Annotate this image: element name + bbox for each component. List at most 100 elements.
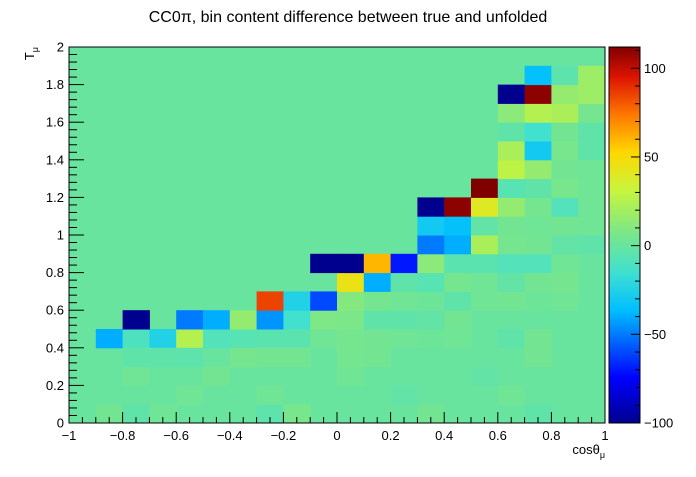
heatmap-cell [176, 385, 204, 405]
heatmap-cell [551, 235, 579, 255]
heatmap-cell [497, 197, 526, 217]
heatmap-cell [578, 216, 606, 236]
heatmap-cell [310, 291, 338, 311]
heatmap-cell [176, 329, 204, 349]
y-axis: 0 0.2 0.4 0.6 0.8 1 1.2 1.4 1.6 1.8 2 [46, 40, 84, 431]
heatmap-cell [551, 272, 579, 292]
heatmap-cell [444, 197, 472, 217]
heatmap-cell [497, 216, 526, 236]
y-tick-label: 0.6 [46, 303, 64, 318]
heatmap-cell [444, 272, 472, 292]
heatmap-cell [363, 291, 392, 311]
heatmap-cell [471, 291, 499, 311]
y-tick-label: 0 [57, 416, 64, 431]
y-tick-label: 0.4 [46, 340, 64, 355]
heatmap-cell [229, 329, 258, 349]
heatmap-cell [283, 310, 311, 330]
y-tick-label: 2 [57, 40, 64, 55]
heatmap-cell [122, 366, 150, 386]
heatmap-cell [363, 310, 392, 330]
heatmap-cell [524, 103, 552, 123]
y-axis-label: Tμ [22, 47, 40, 60]
heatmap-cell [337, 347, 365, 368]
y-tick-label: 1.2 [46, 190, 64, 205]
heatmap-cell [578, 103, 606, 123]
heatmap-cell [551, 84, 579, 104]
heatmap-cell [444, 253, 472, 274]
heatmap-cell [497, 178, 526, 198]
heatmap-cell [497, 159, 526, 180]
x-tick-label: −0.4 [217, 428, 243, 443]
heatmap-cell [310, 253, 338, 274]
heatmap-cell [444, 216, 472, 236]
heatmap-cell [524, 178, 552, 198]
heatmap-cell [524, 159, 552, 180]
heatmap-cell [471, 178, 499, 198]
heatmap-cell [256, 404, 284, 424]
colorbar-tick-label: 0 [644, 238, 651, 253]
colorbar-tick-label: 50 [644, 149, 658, 164]
heatmap-cell [578, 159, 606, 180]
heatmap-cell [176, 310, 204, 330]
heatmap-cell [524, 197, 552, 217]
heatmap-cell [337, 272, 365, 292]
heatmap-cell [337, 291, 365, 311]
heatmap-cell [551, 103, 579, 123]
heatmap-cell [203, 366, 231, 386]
heatmap-cell [578, 122, 606, 142]
heatmap-cell [497, 253, 526, 274]
colorbar-tick-label: −100 [644, 416, 673, 431]
heatmap-cell [497, 329, 526, 349]
heatmap-cell [551, 178, 579, 198]
y-tick-label: 0.2 [46, 378, 64, 393]
heatmap-cell [551, 122, 579, 142]
colorbar [609, 47, 640, 423]
heatmap-cell [256, 385, 284, 405]
x-tick-label: −0.2 [271, 428, 297, 443]
heatmap-cell [497, 141, 526, 161]
heatmap-cell [524, 235, 552, 255]
heatmap-cell [551, 141, 579, 161]
heatmap-cell [524, 65, 552, 86]
heatmap-cell [471, 197, 499, 217]
x-tick-label: −1 [62, 428, 77, 443]
heatmap-cell [497, 235, 526, 255]
heatmap-cell [417, 197, 445, 217]
heatmap-cell [337, 310, 365, 330]
x-tick-label: 0.8 [542, 428, 560, 443]
x-tick-label: 0.4 [435, 428, 453, 443]
heatmap-cell [551, 197, 579, 217]
colorbar-tick-label: −50 [644, 327, 666, 342]
heatmap-cell [363, 329, 392, 349]
heatmap-cell [551, 65, 579, 86]
heatmap-cell [390, 272, 418, 292]
heatmap-cell [95, 329, 124, 349]
heatmap-cell [497, 84, 526, 104]
heatmap-cell [149, 329, 177, 349]
heatmap-cell [229, 310, 258, 330]
y-tick-label: 1 [57, 228, 64, 243]
heatmap-cell [578, 84, 606, 104]
heatmap-cell [390, 385, 418, 405]
heatmap-cell [122, 347, 150, 368]
heatmap-cell [497, 122, 526, 142]
heatmap-cell [417, 404, 445, 424]
heatmap-cell [524, 291, 552, 311]
heatmap-cell [524, 272, 552, 292]
heatmap-cell [497, 272, 526, 292]
heatmap-cell [203, 310, 231, 330]
heatmap-cell [203, 329, 231, 349]
heatmap-cell [578, 178, 606, 198]
heatmap-cell [471, 366, 499, 386]
heatmap-cell [417, 253, 445, 274]
heatmap-cell [256, 291, 284, 311]
chart-title: CC0π, bin content difference between tru… [149, 9, 548, 26]
heatmap-cell [551, 216, 579, 236]
heatmap-cell [551, 253, 579, 274]
y-tick-label: 0.8 [46, 265, 64, 280]
heatmap-cell [256, 347, 284, 368]
heatmap-cell [471, 216, 499, 236]
heatmap-cell [122, 404, 150, 424]
heatmap-cell [524, 347, 552, 368]
heatmap-cell [471, 253, 499, 274]
